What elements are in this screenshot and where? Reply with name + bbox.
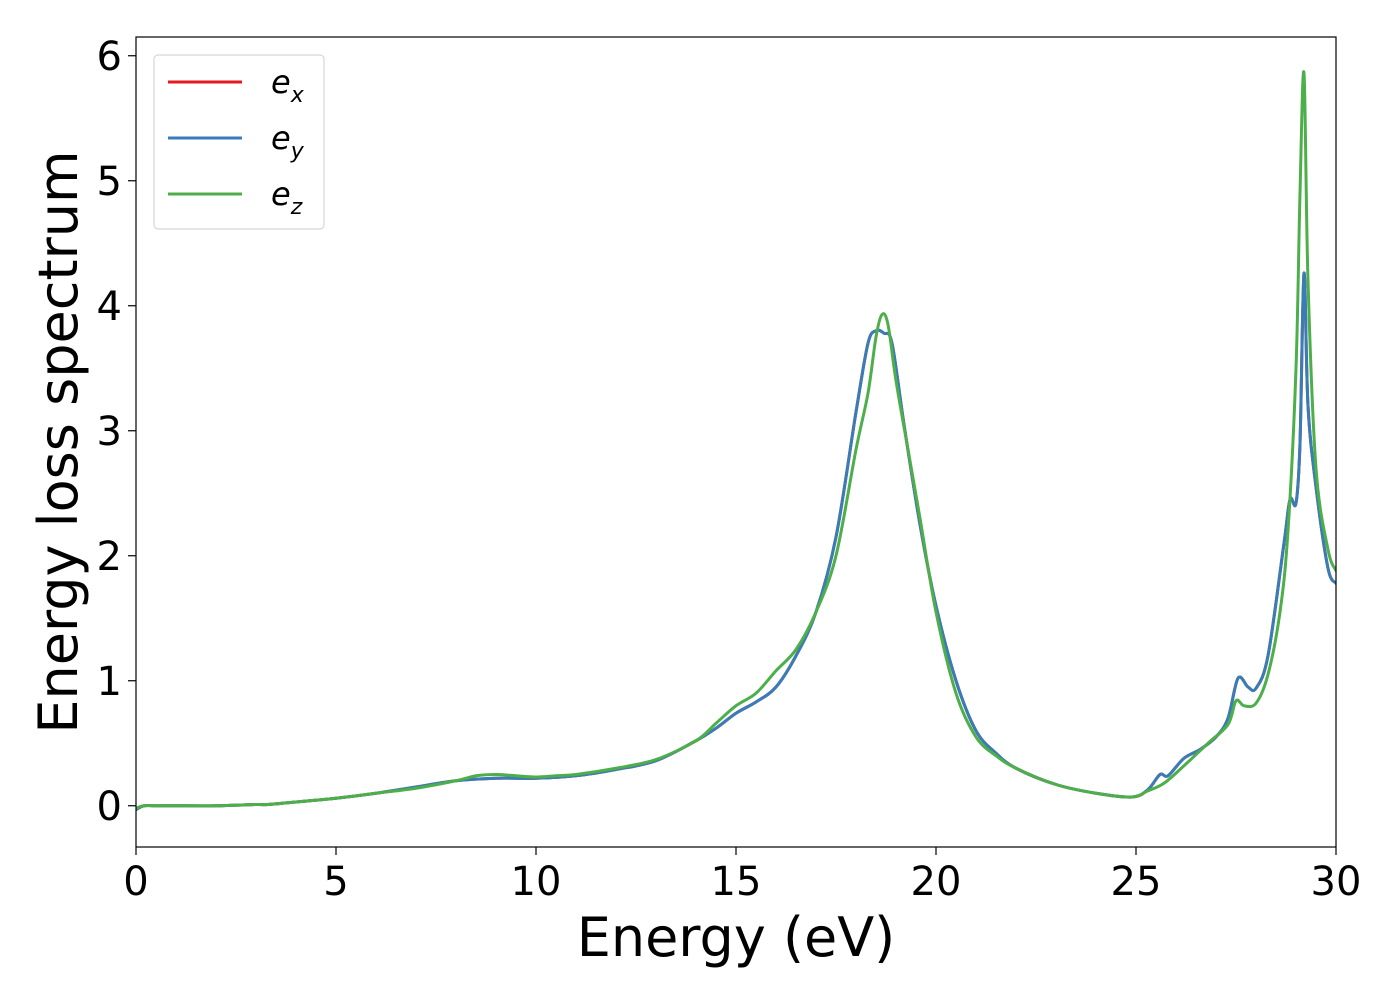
legend: ex ey ez (153, 54, 325, 230)
legend-label-ez: ez (271, 175, 303, 220)
x-tick-label: 25 (1111, 859, 1162, 905)
y-tick-label: 1 (97, 659, 122, 705)
x-tick-label: 10 (511, 859, 562, 905)
legend-label-ex: ex (271, 63, 305, 108)
x-tick-label: 5 (323, 859, 348, 905)
x-tick-label: 0 (123, 859, 148, 905)
x-tick-label: 20 (911, 859, 962, 905)
x-tick-label: 30 (1311, 859, 1362, 905)
legend-label-ey: ey (271, 119, 305, 164)
legend-frame (153, 54, 325, 230)
series-layer (136, 70, 1336, 811)
series-line-e-z (136, 70, 1336, 810)
y-tick-label: 4 (97, 284, 122, 330)
y-tick-label: 5 (97, 159, 122, 205)
x-tick-label: 15 (711, 859, 762, 905)
y-tick-label: 6 (97, 34, 122, 80)
y-tick-label: 3 (97, 409, 122, 455)
x-axis-ticks: 0 5 10 15 20 25 30 (123, 847, 1361, 905)
y-axis-ticks: 0 1 2 3 4 5 6 (97, 34, 136, 830)
y-axis-label: Energy loss spectrum (27, 150, 90, 733)
y-tick-label: 0 (97, 784, 122, 830)
y-tick-label: 2 (97, 534, 122, 580)
x-axis-label: Energy (eV) (577, 906, 896, 969)
